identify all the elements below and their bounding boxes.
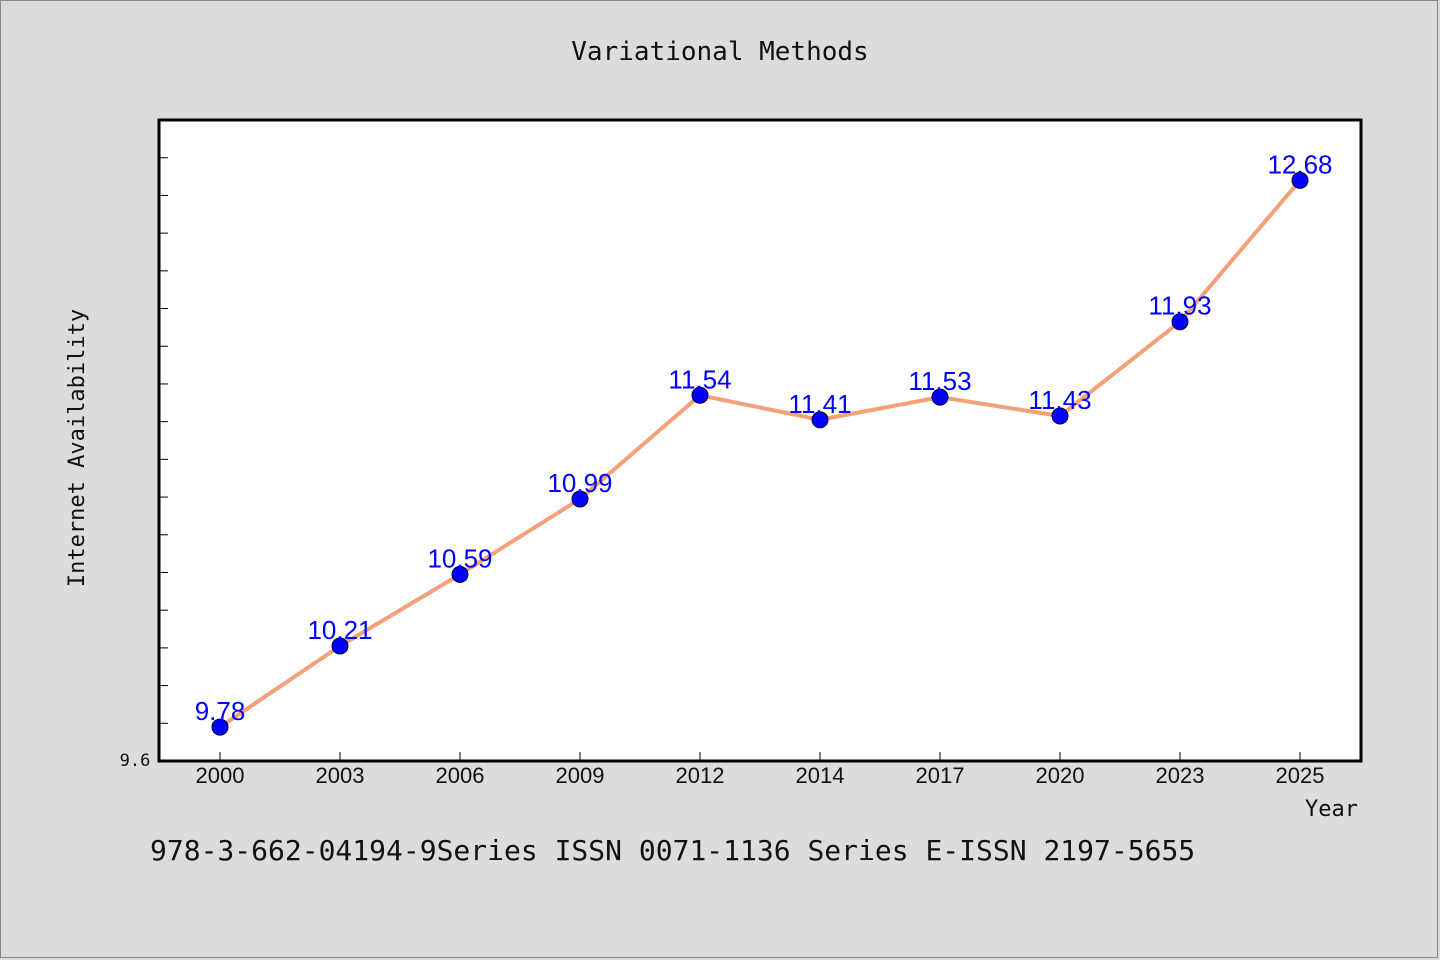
x-tick-label: 2017 <box>916 763 965 788</box>
data-markers <box>211 171 1309 736</box>
data-label: 10.21 <box>307 615 372 645</box>
data-label: 11.43 <box>1028 385 1091 415</box>
data-point <box>451 565 469 583</box>
y-axis-min-label: 9.6 <box>120 751 151 771</box>
data-point <box>331 637 349 655</box>
data-label: 11.54 <box>668 364 731 394</box>
data-point <box>931 388 949 406</box>
chart-title: Variational Methods <box>571 37 868 67</box>
x-axis-label: Year <box>1305 797 1358 822</box>
data-point <box>571 490 589 508</box>
y-axis-label: Internet Availability <box>65 309 90 587</box>
y-axis-ticks <box>159 157 168 762</box>
data-label: 11.53 <box>908 366 971 396</box>
data-point <box>1291 171 1309 189</box>
x-tick-label: 2020 <box>1036 763 1085 788</box>
x-axis-tick-labels: 2000 2003 2006 2009 2012 2014 2017 2020 2023 2025 <box>196 763 1325 788</box>
data-label: 10.59 <box>427 543 492 573</box>
data-label: 10.99 <box>547 468 612 498</box>
x-tick-label: 2023 <box>1156 763 1205 788</box>
x-tick-label: 2014 <box>796 763 845 788</box>
x-tick-label: 2006 <box>436 763 485 788</box>
data-point <box>811 411 829 429</box>
x-tick-label: 2025 <box>1276 763 1325 788</box>
data-labels: 9.78 10.21 10.59 10.99 11.54 11.41 11.53 11.43 1… <box>195 149 1333 726</box>
x-axis-ticks <box>219 752 1301 761</box>
x-tick-label: 2012 <box>676 763 725 788</box>
series-line <box>218 178 1302 730</box>
x-tick-label: 2000 <box>196 763 245 788</box>
data-point <box>1051 407 1069 425</box>
x-tick-label: 2009 <box>556 763 605 788</box>
data-label: 12.68 <box>1267 149 1332 179</box>
data-label: 11.41 <box>788 389 851 419</box>
data-point <box>1171 313 1189 331</box>
data-label: 9.78 <box>195 696 246 726</box>
x-tick-label: 2003 <box>316 763 365 788</box>
data-label: 11.93 <box>1148 291 1211 321</box>
data-point <box>211 718 229 736</box>
footer-isbn-text: 978-3-662-04194-9Series ISSN 0071-1136 S… <box>150 834 1196 867</box>
plot-area <box>157 118 1363 763</box>
data-point <box>691 386 709 404</box>
